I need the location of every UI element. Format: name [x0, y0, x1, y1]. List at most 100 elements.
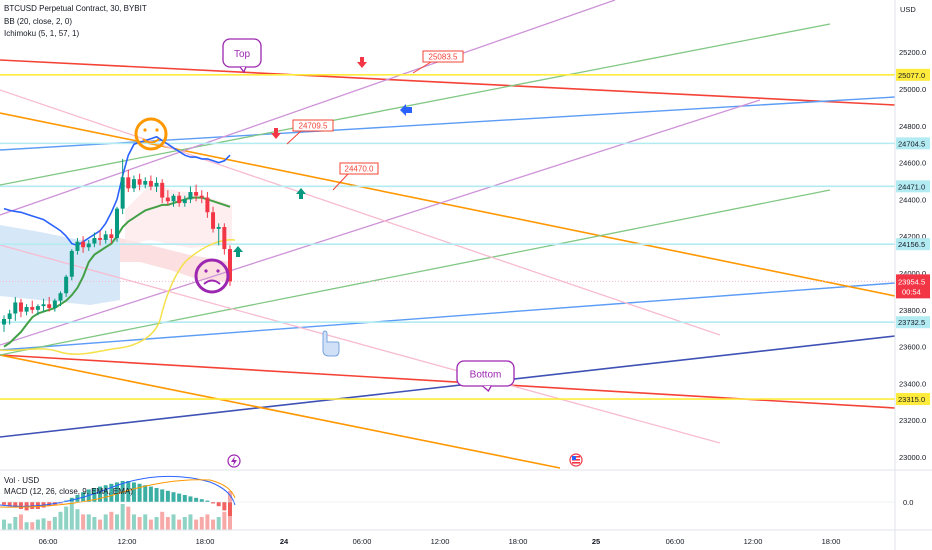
price-badge[interactable] [896, 137, 930, 150]
price-badge[interactable] [896, 393, 930, 406]
candle-body[interactable] [69, 250, 74, 277]
current-price-badge[interactable] [896, 274, 930, 299]
callout-bottom[interactable]: Bottom [456, 360, 515, 393]
macd-axis-tick: 0.0 [903, 498, 913, 507]
volume-legend[interactable]: Vol · USD [4, 476, 40, 485]
price-note-b[interactable]: 24709.5 [286, 119, 334, 145]
candle-body[interactable] [35, 306, 40, 310]
candle-body[interactable] [137, 179, 142, 185]
callout-top[interactable]: Top [222, 38, 262, 74]
candle-body[interactable] [188, 192, 193, 200]
us-flag-event-icon[interactable] [569, 453, 583, 467]
candle-body[interactable] [30, 307, 35, 310]
volume-bar [24, 522, 29, 530]
candle-body[interactable] [131, 179, 136, 189]
time-axis-tick: 12:00 [744, 537, 763, 546]
volume-bar [75, 509, 80, 530]
candle-body[interactable] [98, 238, 103, 240]
candle-body[interactable] [2, 319, 6, 325]
sad-face-eye [216, 269, 220, 273]
candle-body[interactable] [228, 249, 232, 282]
volume-bar [109, 511, 114, 530]
price-axis-tick: 25200.0 [899, 48, 926, 57]
candle-body[interactable] [41, 304, 46, 307]
candle-body[interactable] [120, 177, 125, 209]
candle-body[interactable] [171, 195, 176, 202]
candle-body[interactable] [160, 182, 165, 198]
candle-body[interactable] [7, 313, 12, 319]
candle-body[interactable] [18, 302, 23, 312]
candle-body[interactable] [81, 241, 86, 248]
price-axis-tick: 24200.0 [899, 232, 926, 241]
volume-bar [115, 514, 119, 530]
candle-body[interactable] [177, 195, 182, 204]
macd-histogram-bar [137, 483, 142, 502]
price-note-c-box [339, 162, 379, 175]
price-badge-label: 25077.0 [898, 71, 925, 80]
candle-body[interactable] [47, 304, 52, 308]
candle-body[interactable] [211, 212, 216, 229]
lightning-event-icon[interactable] [227, 454, 241, 468]
volume-bar [41, 518, 46, 530]
candle-body[interactable] [182, 199, 187, 204]
trendline-pink-upper[interactable] [0, 89, 721, 336]
candle-body[interactable] [199, 195, 204, 198]
trendline-pink-lower[interactable] [0, 244, 721, 444]
price-badge[interactable] [896, 238, 930, 251]
candle-body[interactable] [148, 181, 153, 187]
candle-body[interactable] [126, 177, 131, 189]
price-axis-tick: 24000.0 [899, 269, 926, 278]
price-note-c-text: 24470.0 [345, 165, 374, 174]
trendline-green-upper[interactable] [0, 23, 831, 186]
candle-body[interactable] [103, 234, 108, 240]
macd-histogram-bar [143, 485, 148, 502]
volume-bar [165, 517, 170, 530]
candle-body[interactable] [52, 300, 57, 308]
flag-canton [572, 456, 576, 460]
price-axis-unit: USD [900, 5, 916, 14]
macd-signal-line [0, 479, 236, 508]
trendline-blue-lower[interactable] [0, 282, 895, 351]
trendline-purple-upper[interactable] [0, 0, 616, 216]
candle-body[interactable] [92, 238, 97, 244]
candle-body[interactable] [13, 302, 18, 314]
candle-body[interactable] [58, 293, 63, 301]
price-axis-tick: 24800.0 [899, 122, 926, 131]
candle-body[interactable] [165, 197, 170, 202]
trendline-navy[interactable] [0, 335, 895, 438]
candle-body[interactable] [64, 276, 69, 294]
callout-top-tail [239, 66, 247, 74]
callout-bottom-text: Bottom [470, 370, 502, 381]
price-badge[interactable] [896, 68, 930, 81]
price-badge[interactable] [896, 316, 930, 329]
trendline-red-top[interactable] [0, 59, 895, 106]
price-note-c[interactable]: 24470.0 [332, 162, 379, 191]
indicator-legend-bb[interactable]: BB (20, close, 2, 0) [4, 17, 73, 26]
price-note-a[interactable]: 25083.5 [412, 50, 464, 74]
candle-body[interactable] [154, 182, 159, 187]
candle-body[interactable] [115, 208, 119, 239]
candle-body[interactable] [205, 197, 210, 213]
macd-legend[interactable]: MACD (12, 26, close, 9, EMA, EMA) [4, 487, 133, 496]
candle-body[interactable] [24, 307, 29, 312]
candle-body[interactable] [216, 227, 221, 229]
candle-body[interactable] [143, 181, 148, 185]
candle-body[interactable] [86, 243, 91, 248]
volume-bar [2, 519, 6, 530]
volume-bar [81, 514, 86, 530]
trendline-purple-lower[interactable] [0, 99, 761, 346]
indicator-legend-ichimoku[interactable]: Ichimoku (5, 1, 57, 1) [4, 29, 80, 38]
time-axis-tick: 12:00 [431, 537, 450, 546]
trendline-blue-upper[interactable] [0, 96, 895, 151]
price-badge[interactable] [896, 180, 930, 193]
volume-bar [98, 519, 103, 530]
candle-body[interactable] [194, 192, 199, 196]
macd-histogram-bar [165, 490, 170, 502]
trendline-orange-lower[interactable] [0, 354, 561, 469]
trendline-green-lower[interactable] [0, 189, 831, 356]
candle-body[interactable] [75, 241, 80, 251]
candle-body[interactable] [222, 227, 227, 250]
candle-body[interactable] [109, 234, 114, 239]
